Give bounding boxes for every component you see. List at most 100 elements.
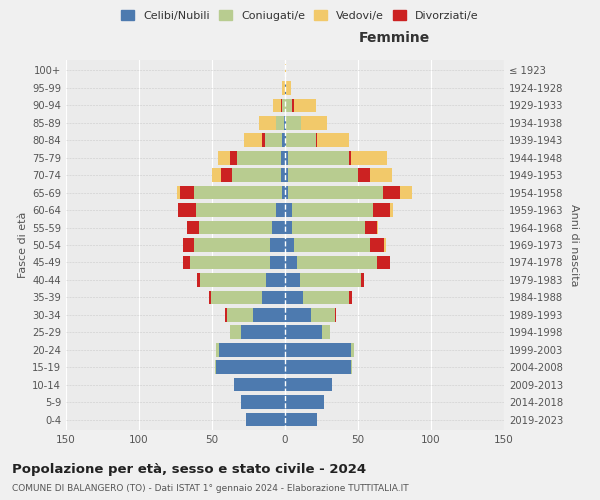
Bar (292, 98, 294, 112)
Bar (294, 238, 370, 252)
Bar (285, 116, 286, 130)
Bar (262, 290, 285, 304)
Bar (199, 220, 272, 234)
Bar (271, 256, 285, 270)
Bar (285, 378, 332, 392)
Bar (299, 273, 361, 286)
Bar (285, 308, 311, 322)
Bar (217, 343, 220, 356)
Bar (286, 116, 301, 130)
Bar (183, 256, 190, 270)
Bar (212, 168, 221, 182)
Bar (190, 256, 271, 270)
Text: Popolazione per età, sesso e stato civile - 2024: Popolazione per età, sesso e stato civil… (12, 462, 366, 475)
Bar (286, 81, 291, 94)
Bar (282, 186, 285, 200)
Bar (288, 151, 349, 164)
Bar (209, 290, 211, 304)
Bar (285, 273, 299, 286)
Y-axis label: Fasce di età: Fasce di età (18, 212, 28, 278)
Bar (373, 204, 390, 217)
Bar (262, 134, 265, 147)
Bar (177, 186, 180, 200)
Bar (349, 151, 350, 164)
Bar (384, 238, 386, 252)
Bar (232, 168, 281, 182)
Bar (361, 273, 364, 286)
Text: Femmine: Femmine (359, 31, 430, 45)
Bar (377, 256, 390, 270)
Bar (350, 343, 353, 356)
Bar (194, 186, 282, 200)
Bar (265, 134, 282, 147)
Bar (196, 204, 276, 217)
Bar (285, 412, 317, 426)
Bar (317, 134, 349, 147)
Text: COMUNE DI BALANGERO (TO) - Dati ISTAT 1° gennaio 2024 - Elaborazione TUTTITALIA.: COMUNE DI BALANGERO (TO) - Dati ISTAT 1°… (12, 484, 409, 493)
Bar (244, 134, 262, 147)
Bar (285, 360, 350, 374)
Bar (237, 151, 281, 164)
Bar (194, 238, 271, 252)
Bar (234, 378, 285, 392)
Bar (285, 290, 302, 304)
Bar (241, 396, 285, 409)
Bar (217, 360, 285, 374)
Bar (285, 134, 286, 147)
Bar (218, 151, 230, 164)
Bar (296, 256, 377, 270)
Legend: Celibi/Nubili, Coniugati/e, Vedovi/e, Divorziati/e: Celibi/Nubili, Coniugati/e, Vedovi/e, Di… (119, 8, 481, 23)
Bar (245, 412, 285, 426)
Bar (285, 256, 296, 270)
Bar (302, 290, 349, 304)
Bar (285, 81, 286, 94)
Bar (282, 81, 285, 94)
Bar (241, 326, 285, 339)
Bar (266, 273, 285, 286)
Bar (230, 151, 237, 164)
Bar (272, 220, 285, 234)
Bar (311, 308, 335, 322)
Bar (400, 186, 412, 200)
Bar (285, 343, 350, 356)
Bar (276, 116, 284, 130)
Bar (281, 168, 285, 182)
Bar (285, 326, 322, 339)
Bar (288, 186, 383, 200)
Bar (292, 204, 373, 217)
Y-axis label: Anni di nascita: Anni di nascita (569, 204, 579, 286)
Bar (230, 326, 241, 339)
Bar (322, 326, 330, 339)
Bar (285, 168, 288, 182)
Bar (285, 396, 325, 409)
Bar (285, 204, 292, 217)
Bar (370, 168, 392, 182)
Bar (358, 168, 370, 182)
Bar (285, 238, 294, 252)
Bar (276, 204, 285, 217)
Bar (292, 220, 365, 234)
Bar (282, 134, 285, 147)
Bar (365, 220, 377, 234)
Bar (282, 98, 285, 112)
Bar (178, 204, 196, 217)
Bar (286, 134, 316, 147)
Bar (285, 64, 286, 78)
Bar (284, 116, 285, 130)
Bar (274, 98, 281, 112)
Bar (370, 238, 384, 252)
Bar (285, 151, 288, 164)
Bar (220, 343, 285, 356)
Bar (215, 360, 217, 374)
Bar (281, 98, 282, 112)
Bar (183, 238, 194, 252)
Bar (200, 273, 266, 286)
Bar (253, 308, 285, 322)
Bar (294, 98, 316, 112)
Bar (211, 290, 262, 304)
Bar (187, 220, 199, 234)
Bar (383, 186, 400, 200)
Bar (377, 220, 379, 234)
Bar (285, 220, 292, 234)
Bar (271, 238, 285, 252)
